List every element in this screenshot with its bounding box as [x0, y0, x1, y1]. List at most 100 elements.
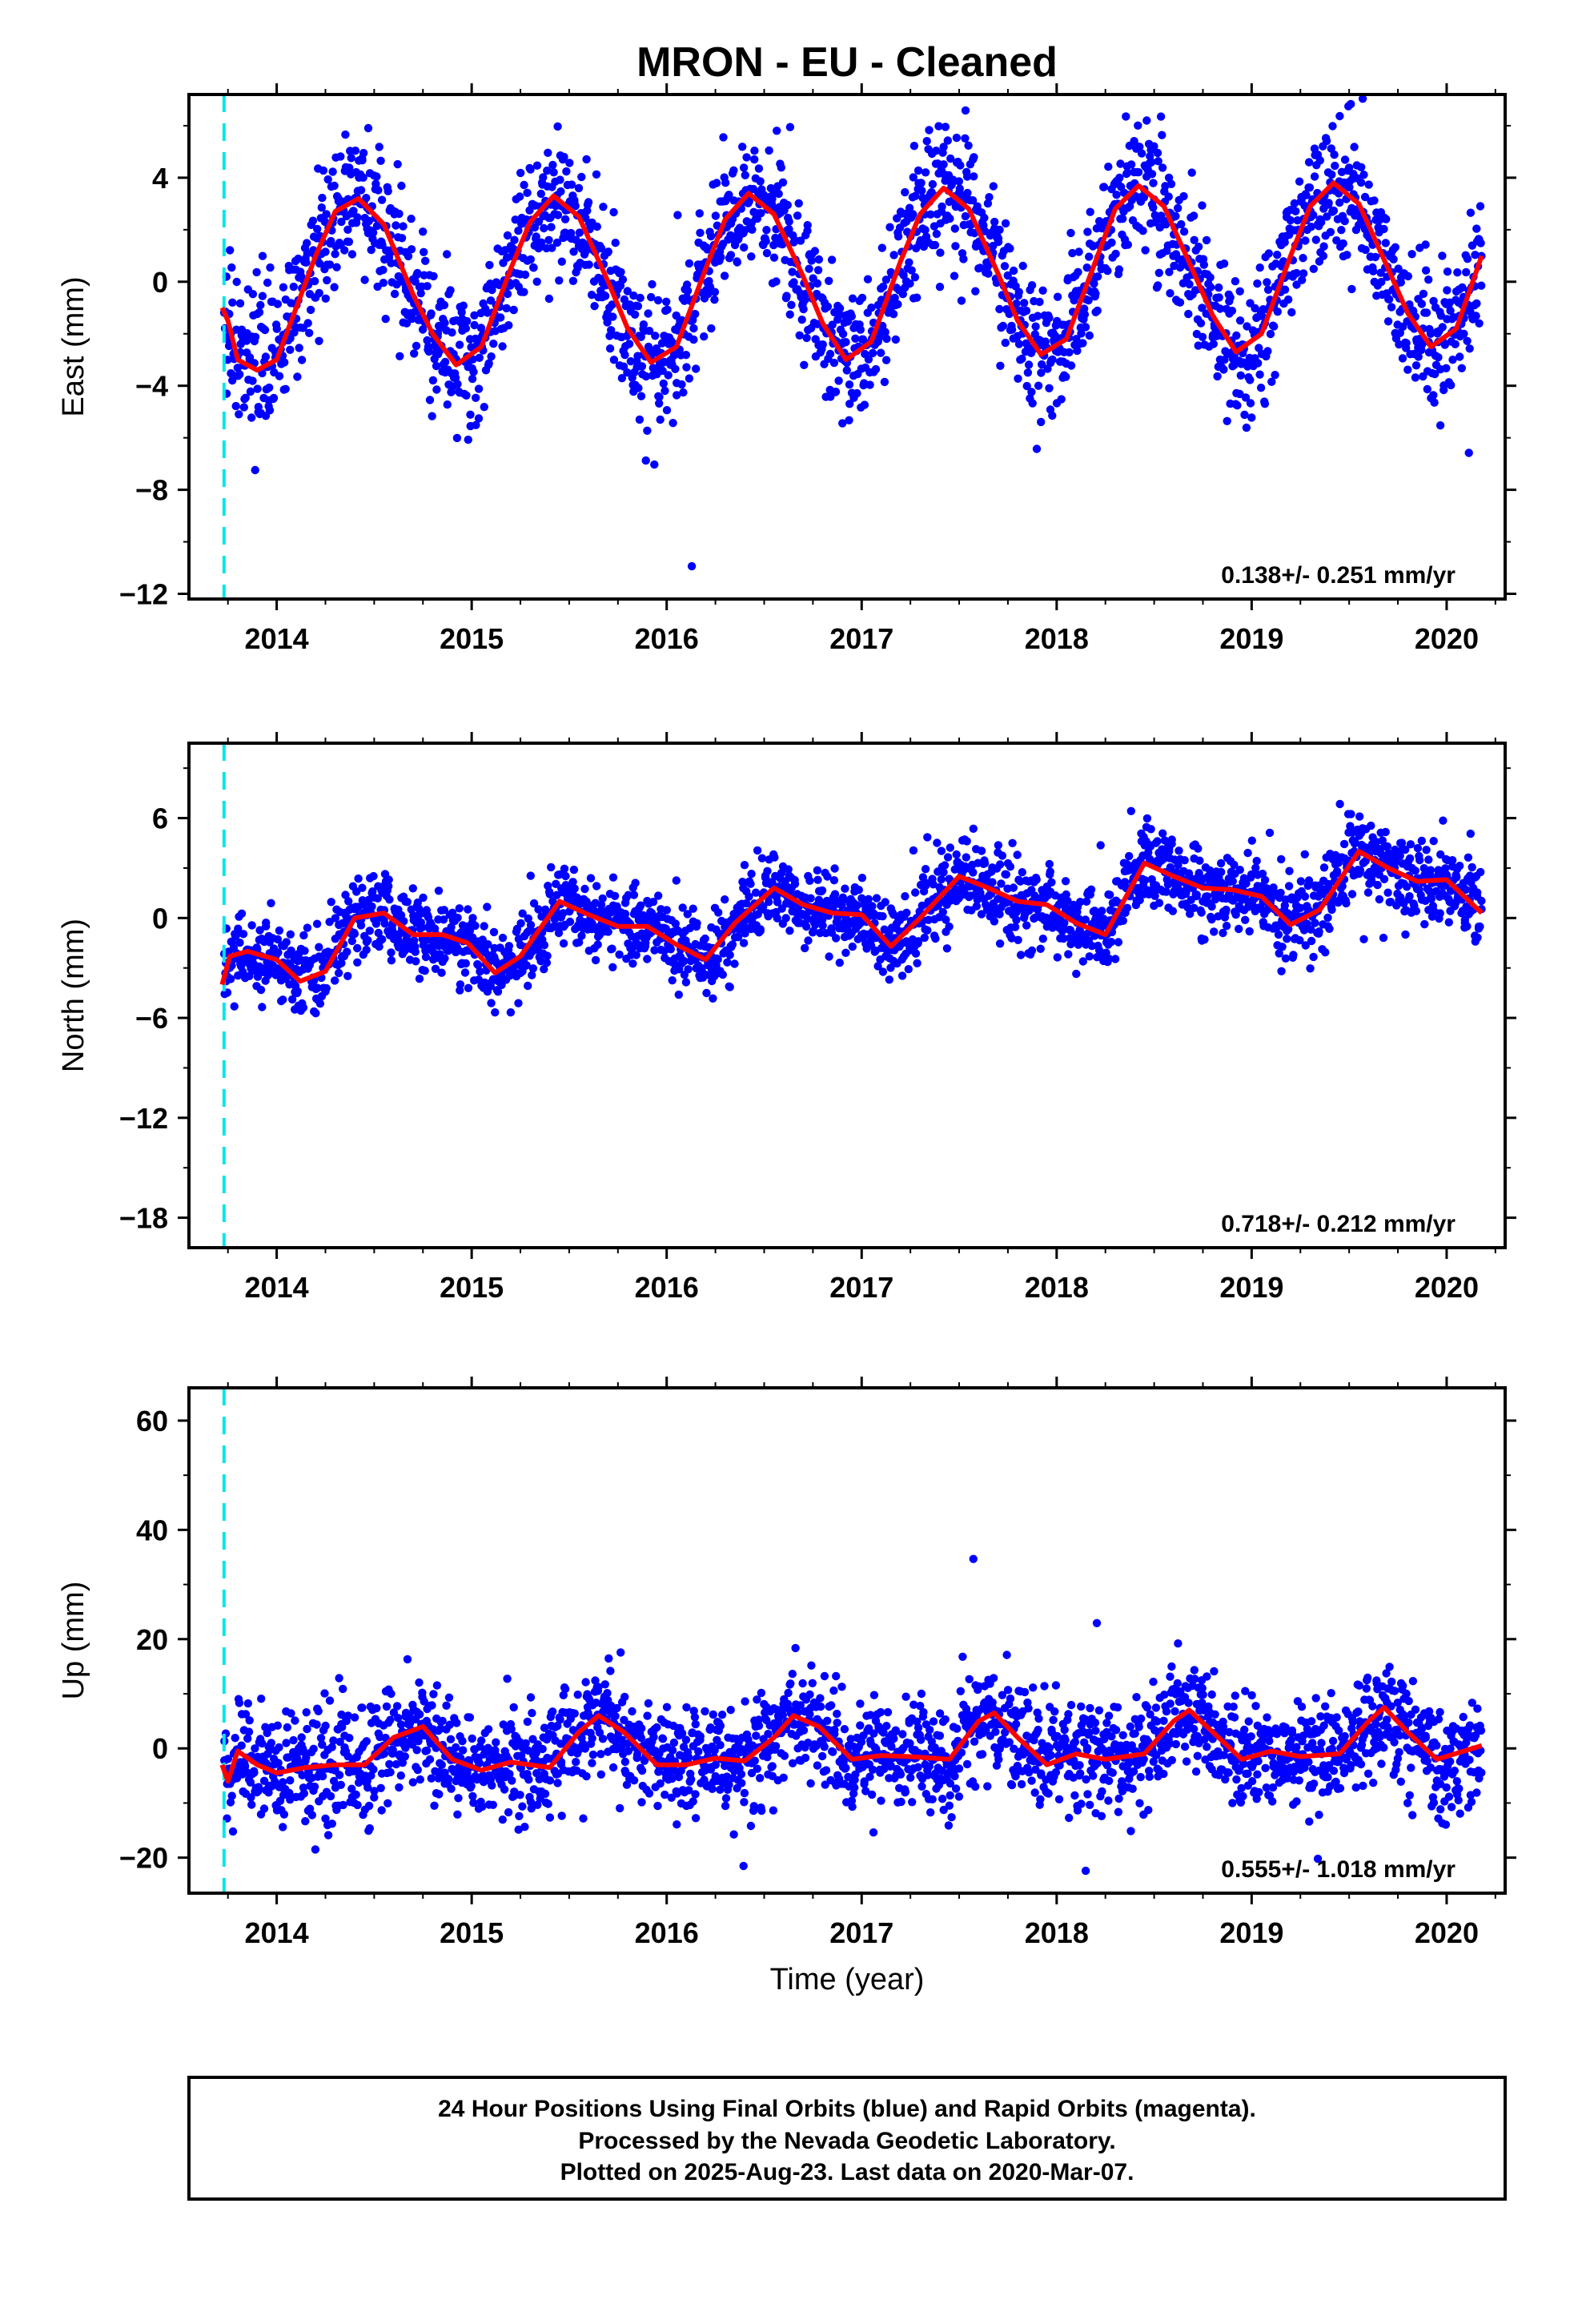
up-data-point — [264, 1788, 273, 1797]
up-data-point — [237, 1741, 246, 1750]
east-data-point — [472, 420, 480, 429]
east-data-point — [1266, 329, 1275, 339]
north-data-point — [593, 940, 602, 949]
north-data-point — [1375, 895, 1384, 904]
north-data-point — [1309, 952, 1318, 962]
east-data-point — [1078, 339, 1087, 348]
up-data-point — [286, 1776, 295, 1785]
east-data-point — [662, 297, 671, 306]
north-data-point — [1135, 895, 1144, 905]
east-data-point — [1153, 148, 1162, 158]
east-data-point — [655, 392, 664, 401]
north-data-point — [1383, 842, 1392, 851]
north-data-point — [586, 874, 596, 883]
north-data-point — [1443, 870, 1452, 880]
north-data-point — [504, 942, 514, 951]
east-data-point — [1350, 143, 1359, 151]
north-data-point — [980, 858, 990, 868]
north-y-axis: −18−12−606 — [119, 767, 1516, 1235]
east-data-point — [1112, 191, 1121, 199]
east-data-point — [1236, 371, 1246, 380]
east-panel: 2014 2015 2016 2017 2018 2019 2020−12−8−404Eas… — [57, 83, 1516, 655]
east-data-point — [1317, 218, 1326, 227]
east-data-point — [881, 275, 891, 284]
north-data-point — [1321, 948, 1330, 957]
east-data-point — [258, 251, 267, 260]
east-x-axis: 2014 2015 2016 2017 2018 2019 2020 — [227, 83, 1496, 655]
north-data-point — [921, 865, 930, 874]
east-data-point — [748, 225, 757, 234]
north-data-point — [940, 861, 950, 870]
east-data-point — [239, 403, 248, 412]
east-data-point — [867, 304, 876, 312]
east-data-point — [1091, 289, 1100, 298]
north-data-point — [689, 904, 697, 913]
north-frame — [187, 742, 1507, 1249]
east-data-point — [657, 339, 667, 348]
east-data-point — [1122, 112, 1130, 121]
east-data-point — [331, 250, 339, 259]
north-data-point — [1476, 867, 1485, 877]
north-data-point — [1154, 899, 1164, 907]
east-data-point — [376, 156, 385, 165]
north-data-point — [1122, 903, 1132, 913]
north-data-point — [255, 926, 264, 935]
east-data-point — [1158, 131, 1166, 139]
north-data-point — [835, 959, 845, 967]
east-data-point — [1429, 296, 1438, 306]
east-data-point — [604, 247, 612, 256]
east-data-point — [1187, 168, 1196, 177]
north-data-point — [1346, 822, 1355, 830]
north-data-point — [1228, 877, 1238, 886]
north-data-point — [1045, 859, 1054, 869]
north-data-point — [897, 971, 907, 980]
north-data-point — [994, 841, 1003, 850]
north-data-point — [358, 883, 367, 892]
east-data-point — [663, 305, 672, 314]
north-data-point — [945, 922, 954, 931]
north-data-point — [942, 944, 952, 953]
north-data-point — [1274, 930, 1283, 939]
east-data-point — [248, 290, 258, 299]
east-data-point — [1066, 361, 1076, 370]
east-data-point — [845, 380, 854, 389]
north-data-point — [886, 963, 895, 972]
east-data-point — [677, 380, 686, 389]
north-data-point — [763, 866, 772, 876]
east-data-point — [421, 256, 430, 265]
east-data-point — [1080, 310, 1090, 319]
east-data-point — [802, 333, 811, 343]
east-data-point — [636, 293, 644, 303]
north-data-point — [1106, 938, 1116, 947]
east-data-point — [689, 335, 698, 344]
east-data-point — [1150, 142, 1158, 151]
north-data-point — [1448, 856, 1457, 865]
north-data-point — [331, 914, 340, 923]
east-data-point — [1263, 285, 1273, 294]
north-data-point — [1002, 870, 1011, 879]
north-data-point — [1061, 877, 1070, 886]
up-data-point — [282, 1739, 291, 1747]
north-data-point — [878, 912, 887, 921]
north-data-point — [773, 898, 782, 907]
east-data-point — [803, 221, 812, 230]
east-data-point — [644, 342, 653, 352]
east-data-point — [485, 260, 494, 270]
north-data-point — [235, 938, 244, 947]
east-data-point — [910, 273, 920, 282]
north-data-point — [493, 987, 503, 996]
north-data-point — [341, 891, 350, 899]
north-data-point — [1114, 938, 1123, 947]
north-data-point — [1406, 840, 1415, 849]
north-x-axis: 2014 2015 2016 2017 2018 2019 2020 — [227, 732, 1496, 1304]
east-data-point — [911, 191, 920, 200]
north-data-point — [1401, 845, 1410, 854]
north-data-point — [1323, 913, 1332, 923]
east-data-point — [1227, 306, 1237, 316]
east-data-point — [1038, 286, 1047, 295]
up-data-point — [318, 1771, 327, 1781]
east-data-point — [475, 353, 484, 362]
east-data-point — [1202, 235, 1211, 245]
east-data-point — [1273, 251, 1282, 259]
north-data-point — [227, 975, 235, 983]
